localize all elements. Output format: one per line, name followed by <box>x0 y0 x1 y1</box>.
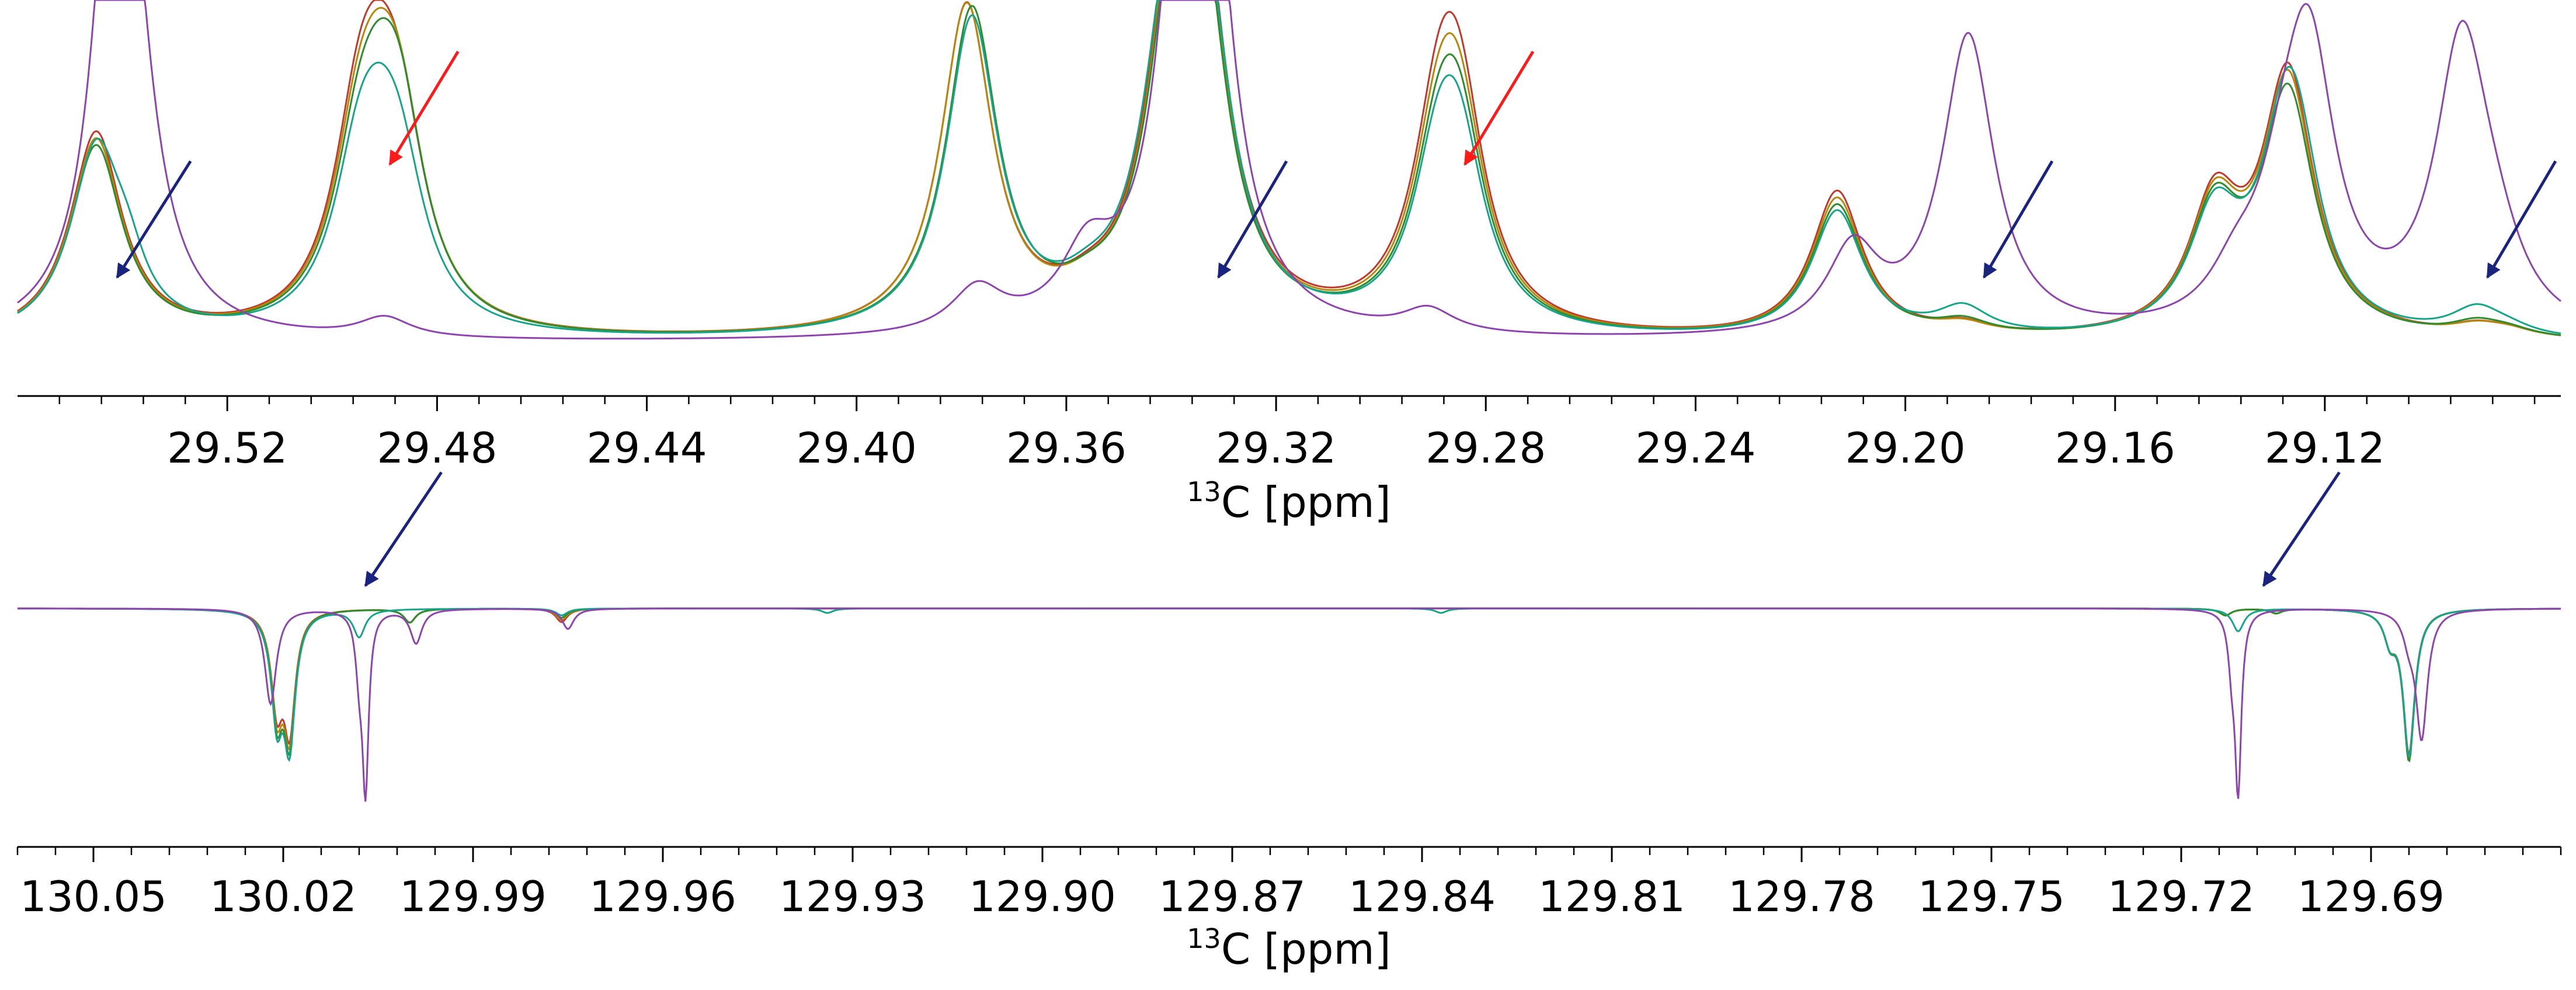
top-axis-label: 13C [ppm] <box>1187 476 1390 527</box>
top-series-line-3 <box>17 0 2561 336</box>
bottom-tick-label: 129.75 <box>1918 872 2065 921</box>
bottom-tick-label: 129.78 <box>1728 872 1875 921</box>
top-annotation-arrow-3 <box>1217 160 1288 279</box>
bottom-tick-label: 129.99 <box>399 872 547 921</box>
bottom-tick-label: 130.02 <box>210 872 357 921</box>
top-tick-label: 29.12 <box>2265 423 2385 473</box>
top-tick-label: 29.52 <box>167 423 287 473</box>
top-annotation-arrow-2 <box>388 50 460 166</box>
top-axis-label-text: C [ppm] <box>1221 478 1391 527</box>
top-tick-label: 29.48 <box>377 423 497 473</box>
top-tick-label: 29.32 <box>1216 423 1336 473</box>
bottom-tick-label: 129.81 <box>1538 872 1685 921</box>
bottom-series-line-5 <box>18 607 2561 802</box>
top-arrows <box>116 50 2557 279</box>
top-series-line-5 <box>17 0 2561 340</box>
top-x-axis: 29.52 29.48 29.44 29.40 29.36 29.32 29.28 29.24… <box>18 395 2561 527</box>
top-tick-marks <box>58 396 2536 411</box>
bottom-tick-labels: 130.05 130.02 129.99 129.96 129.93 129.90 129.… <box>20 872 2445 921</box>
bottom-x-axis: 130.05 130.02 129.99 129.96 129.93 129.90 129.… <box>16 846 2562 974</box>
bottom-series-line-1 <box>18 607 2561 756</box>
top-tick-label: 29.44 <box>586 423 707 473</box>
top-tick-label: 29.24 <box>1635 423 1755 473</box>
top-spectrum-traces <box>17 0 2561 340</box>
top-tick-label: 29.16 <box>2055 423 2175 473</box>
bottom-spectrum-panel: 130.05 130.02 129.99 129.96 129.93 129.90 129.… <box>16 471 2562 974</box>
top-tick-label: 29.20 <box>1845 423 1966 473</box>
bottom-series-line-3 <box>18 607 2561 763</box>
bottom-axis-label-text: C [ppm] <box>1221 925 1391 974</box>
bottom-arrows <box>364 471 2341 587</box>
top-annotation-arrow-1 <box>116 160 192 279</box>
top-annotation-arrow-6 <box>2486 160 2557 279</box>
bottom-tick-label: 129.84 <box>1348 872 1496 921</box>
bottom-tick-label: 129.87 <box>1159 872 1306 921</box>
top-series-line-2 <box>17 0 2561 336</box>
top-tick-label: 29.28 <box>1426 423 1546 473</box>
top-tick-labels: 29.52 29.48 29.44 29.40 29.36 29.32 29.28 29.24… <box>167 423 2385 473</box>
bottom-axis-label-sup: 13 <box>1187 923 1221 954</box>
bottom-tick-label: 130.05 <box>20 872 167 921</box>
bottom-tick-label: 129.90 <box>969 872 1116 921</box>
bottom-series-line-4 <box>18 607 2561 762</box>
top-series-line-1 <box>17 0 2561 336</box>
bottom-spectrum-traces <box>18 607 2561 802</box>
top-annotation-arrow-4 <box>1463 50 1535 166</box>
top-annotation-arrow-5 <box>1983 160 2054 279</box>
bottom-tick-label: 129.96 <box>589 872 736 921</box>
bottom-series-line-2 <box>18 607 2561 760</box>
bottom-axis-label: 13C [ppm] <box>1187 923 1390 974</box>
top-series-line-4 <box>17 0 2561 335</box>
bottom-tick-marks <box>16 847 2562 862</box>
top-tick-label: 29.36 <box>1006 423 1127 473</box>
top-spectrum-panel: 29.52 29.48 29.44 29.40 29.36 29.32 29.28 29.24… <box>17 0 2561 527</box>
top-tick-label: 29.40 <box>797 423 917 473</box>
bottom-annotation-arrow-1 <box>364 471 443 587</box>
bottom-tick-label: 129.72 <box>2108 872 2255 921</box>
bottom-tick-label: 129.69 <box>2297 872 2445 921</box>
bottom-annotation-arrow-2 <box>2262 471 2341 587</box>
bottom-tick-label: 129.93 <box>779 872 926 921</box>
top-axis-label-sup: 13 <box>1187 476 1221 508</box>
